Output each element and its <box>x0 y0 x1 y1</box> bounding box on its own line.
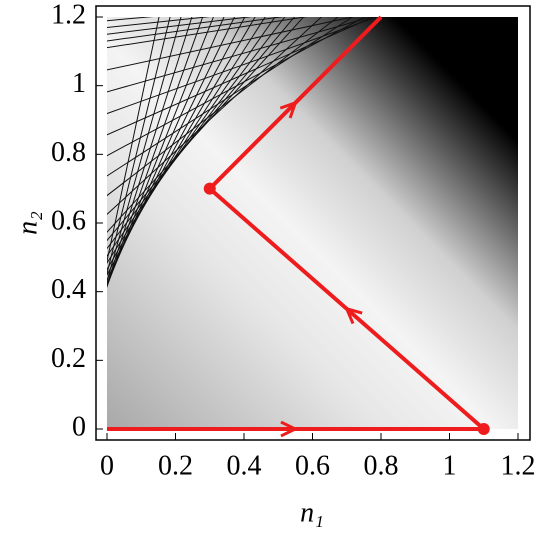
x-tick-label: 0.6 <box>295 450 330 481</box>
contour-line <box>107 17 286 250</box>
y-axis-label: n₂ <box>12 211 43 235</box>
direction-arrow <box>344 306 363 325</box>
contour-line <box>107 17 276 257</box>
y-tick-label: 0.6 <box>51 205 86 236</box>
x-tick-label: 0.4 <box>227 450 262 481</box>
direction-arrow <box>280 420 299 438</box>
contour-line <box>107 17 308 49</box>
contour-line <box>107 17 374 93</box>
contour-line <box>107 17 339 197</box>
x-tick-label: 0 <box>100 450 114 481</box>
contour-line <box>107 17 193 287</box>
path-vertex <box>203 182 216 195</box>
x-tick-label: 1.2 <box>501 450 536 481</box>
x-tick-label: 0.2 <box>158 450 193 481</box>
contour-line <box>107 17 225 285</box>
x-tick-label: 0.8 <box>364 450 399 481</box>
y-tick-label: 1 <box>72 68 86 99</box>
y-tick-label: 0 <box>72 411 86 442</box>
x-tick-label: 1 <box>443 450 457 481</box>
contour-line <box>107 17 171 276</box>
contour-line <box>107 17 246 277</box>
contour-line <box>107 17 284 42</box>
contour-line <box>107 17 211 28</box>
contour-line <box>107 17 214 288</box>
x-axis-label: n₁ <box>300 497 324 528</box>
contour-line <box>107 17 305 233</box>
contour-line <box>67 0 540 17</box>
contour-line <box>107 17 375 136</box>
contour-line <box>107 17 354 177</box>
contour-line <box>107 17 253 35</box>
contour-line <box>107 17 160 264</box>
contour-line <box>67 0 540 2</box>
contour-line <box>107 17 266 264</box>
path-vertex <box>477 423 490 435</box>
contour-line <box>107 17 182 283</box>
y-tick-label: 0.2 <box>51 343 86 374</box>
contour-line <box>107 17 323 216</box>
contour-line <box>107 17 355 71</box>
contour-line <box>107 17 236 281</box>
contour-line <box>107 17 378 115</box>
contour-line <box>107 17 366 157</box>
contour-line <box>107 17 256 271</box>
y-tick-label: 1.2 <box>51 0 86 30</box>
contour-line <box>67 0 540 10</box>
contour-line <box>107 17 204 288</box>
contour-fill <box>107 17 518 429</box>
direction-arrow <box>279 100 298 119</box>
y-tick-label: 0.8 <box>51 137 86 168</box>
y-tick-label: 0.4 <box>51 274 86 305</box>
